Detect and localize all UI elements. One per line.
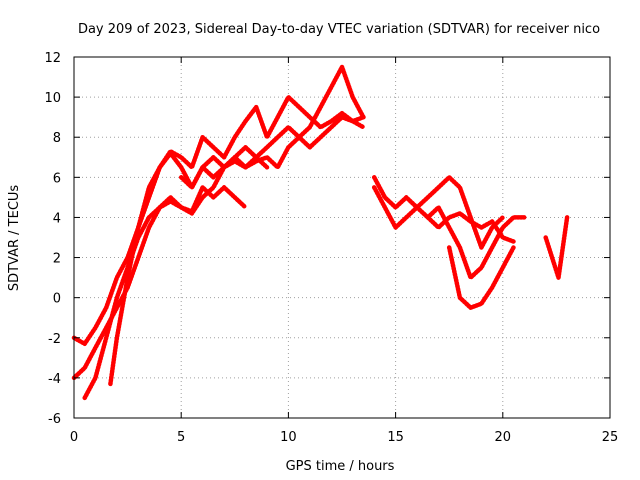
x-tick-label: 0 — [70, 430, 78, 445]
y-tick-label: 0 — [53, 292, 61, 307]
series-track-j — [543, 215, 570, 280]
y-tick-label: -6 — [48, 412, 61, 427]
chart-title: Day 209 of 2023, Sidereal Day-to-day VTE… — [78, 22, 600, 37]
series-track-h — [425, 205, 527, 280]
axis-ticks: 0 5 10 15 20 25 -6 -4 -2 0 2 4 6 8 10 12 — [44, 51, 618, 445]
x-tick-label: 25 — [602, 430, 619, 445]
y-tick-label: 10 — [44, 91, 61, 106]
y-tick-label: 12 — [44, 51, 61, 66]
x-tick-label: 20 — [495, 430, 512, 445]
y-tick-label: 2 — [53, 252, 61, 267]
grid-lines — [74, 57, 610, 418]
y-axis-label: SDTVAR / TECUs — [7, 185, 22, 292]
y-tick-label: -4 — [48, 372, 61, 387]
y-tick-label: -2 — [48, 332, 61, 347]
series-track-i — [446, 245, 516, 310]
series-track-g — [371, 175, 506, 250]
x-tick-label: 5 — [177, 430, 185, 445]
series-track-e — [178, 64, 366, 190]
y-tick-label: 4 — [53, 211, 61, 226]
data-series — [71, 64, 570, 401]
series-track-b — [71, 185, 248, 381]
plot-frame — [73, 56, 611, 419]
x-tick-label: 15 — [387, 430, 404, 445]
series-track-a — [71, 151, 270, 347]
y-tick-label: 6 — [53, 171, 61, 186]
series-track-f — [371, 185, 516, 244]
x-tick-label: 10 — [280, 430, 297, 445]
x-axis-label: GPS time / hours — [286, 459, 395, 474]
y-tick-label: 8 — [53, 131, 61, 146]
series-track-d — [108, 94, 366, 387]
